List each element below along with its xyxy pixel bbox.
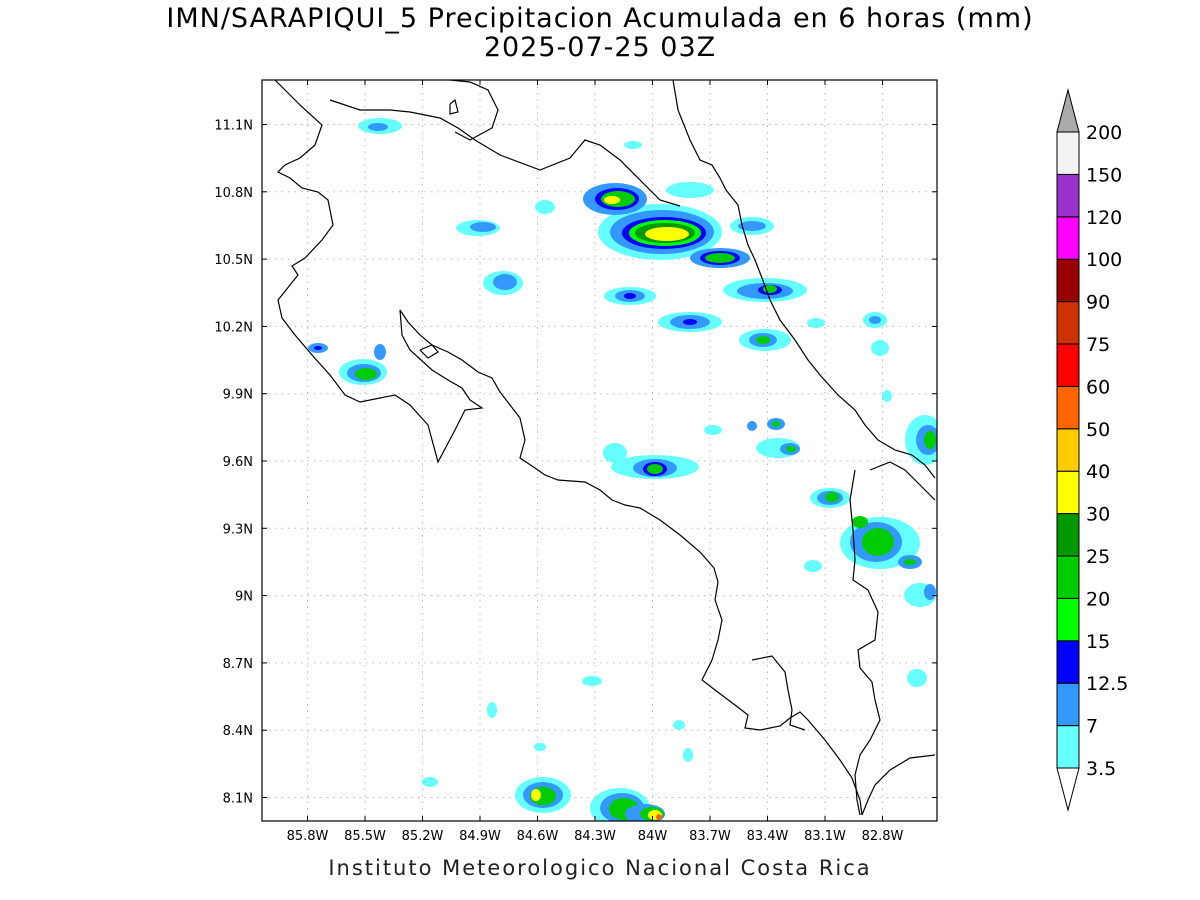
y-tick-label: 9N (235, 590, 253, 605)
colorbar-level-label: 90 (1086, 292, 1110, 314)
y-tick-label: 10.5N (214, 253, 253, 268)
precip-cell-north (583, 182, 774, 268)
y-tick-label: 8.7N (223, 657, 253, 672)
x-tick-label: 84W (638, 829, 668, 844)
y-tick-label: 8.1N (223, 792, 253, 807)
x-tick-label: 85.2W (402, 829, 444, 844)
x-tick-label: 85.5W (344, 829, 386, 844)
small-island-north (449, 98, 459, 115)
colorbar-level-label: 75 (1086, 334, 1110, 356)
x-tick-label: 82.8W (862, 829, 904, 844)
colorbar-swatch (1056, 470, 1080, 515)
y-tick-label: 9.6N (223, 455, 253, 470)
colorbar-upper-arrow (1056, 88, 1080, 133)
colorbar-level-label: 15 (1086, 631, 1110, 653)
colorbar-level-label: 60 (1086, 376, 1110, 398)
colorbar-level-label: 25 (1086, 546, 1110, 568)
colorbar-level-label: 12.5 (1086, 673, 1128, 695)
map-frame (261, 79, 938, 822)
longitude-axis: 85.8W 85.5W 85.2W 84.9W 84.6W 84.3W 84W 83.7W 83… (287, 80, 904, 844)
colorbar-swatch (1056, 428, 1080, 472)
colorbar-swatch (1056, 682, 1080, 727)
x-tick-label: 84.9W (459, 829, 501, 844)
colorbar-level-label: 150 (1086, 164, 1122, 186)
precipitation-colorbar: 3.5 7 12.5 15 20 25 30 40 50 60 75 90 100 120 150 200 (1056, 88, 1128, 812)
x-tick-label: 83.7W (689, 829, 731, 844)
y-tick-label: 10.2N (214, 320, 253, 335)
x-tick-label: 84.6W (517, 829, 559, 844)
costa-rica-pacific-coast (399, 309, 863, 816)
colorbar-level-label: 40 (1086, 461, 1110, 483)
colorbar-swatch (1056, 725, 1080, 769)
osa-peninsula (751, 655, 806, 731)
panama-coast (869, 461, 936, 501)
colorbar-swatch (1056, 385, 1080, 430)
colorbar-swatch (1056, 343, 1080, 387)
colorbar-swatch (1056, 258, 1080, 303)
colorbar-swatch (1056, 555, 1080, 599)
colorbar-level-label: 100 (1086, 249, 1122, 271)
precip-cell-pacific-south (422, 676, 693, 821)
south-pacific-coast (861, 754, 936, 816)
colorbar-swatch (1056, 173, 1080, 218)
nicoya-gulf-island (419, 344, 439, 359)
colorbar-swatch (1056, 131, 1080, 175)
x-tick-label: 83.4W (747, 829, 789, 844)
x-tick-label: 84.3W (574, 829, 616, 844)
colorbar-level-label: 120 (1086, 207, 1122, 229)
y-tick-label: 11.1N (214, 119, 253, 134)
map-valid-time: 2025-07-25 03Z (483, 32, 717, 63)
map-panel: 85.8W 85.5W 85.2W 84.9W 84.6W 84.3W 84W 83.7W 83… (214, 79, 938, 844)
colorbar-swatch (1056, 301, 1080, 345)
precip-cell-central-south (603, 418, 800, 479)
precip-cell-west (308, 343, 387, 385)
coastline-border-lines (274, 80, 936, 816)
colorbar-swatch (1056, 216, 1080, 260)
colorbar-swatch (1056, 513, 1080, 557)
colorbar-level-label: 20 (1086, 588, 1110, 610)
colorbar-lower-arrow (1056, 767, 1080, 812)
nicaragua-coast-north (449, 80, 499, 141)
precipitation-field (308, 118, 937, 821)
colorbar-level-label: 3.5 (1086, 758, 1116, 780)
lake-nicaragua-shore (329, 99, 681, 207)
colorbar-level-label: 30 (1086, 504, 1110, 526)
panama-border (849, 469, 881, 816)
map-title: IMN/SARAPIQUI_5 Precipitacion Acumulada … (166, 3, 1034, 34)
colorbar-level-label: 200 (1086, 122, 1122, 144)
precip-cell-central-bands (358, 118, 825, 351)
x-tick-label: 83.1W (804, 829, 846, 844)
y-tick-label: 8.4N (223, 724, 253, 739)
costa-rica-caribbean-coast (672, 80, 936, 479)
latitude-axis: 11.1N 10.8N 10.5N 10.2N 9.9N 9.6N 9.3N 9N 8.7N 8.… (214, 119, 937, 807)
institution-credit: Instituto Meteorologico Nacional Costa R… (328, 856, 872, 880)
colorbar-swatch (1056, 597, 1080, 642)
x-tick-label: 85.8W (287, 829, 329, 844)
y-tick-label: 9.9N (223, 388, 253, 403)
colorbar-level-label: 50 (1086, 419, 1110, 441)
y-tick-label: 9.3N (223, 522, 253, 537)
colorbar-level-label: 7 (1086, 716, 1098, 738)
nicaragua-border-lake (274, 80, 484, 464)
y-tick-label: 10.8N (214, 186, 253, 201)
colorbar-swatch (1056, 640, 1080, 684)
precip-cell-caribbean-south (804, 312, 937, 687)
